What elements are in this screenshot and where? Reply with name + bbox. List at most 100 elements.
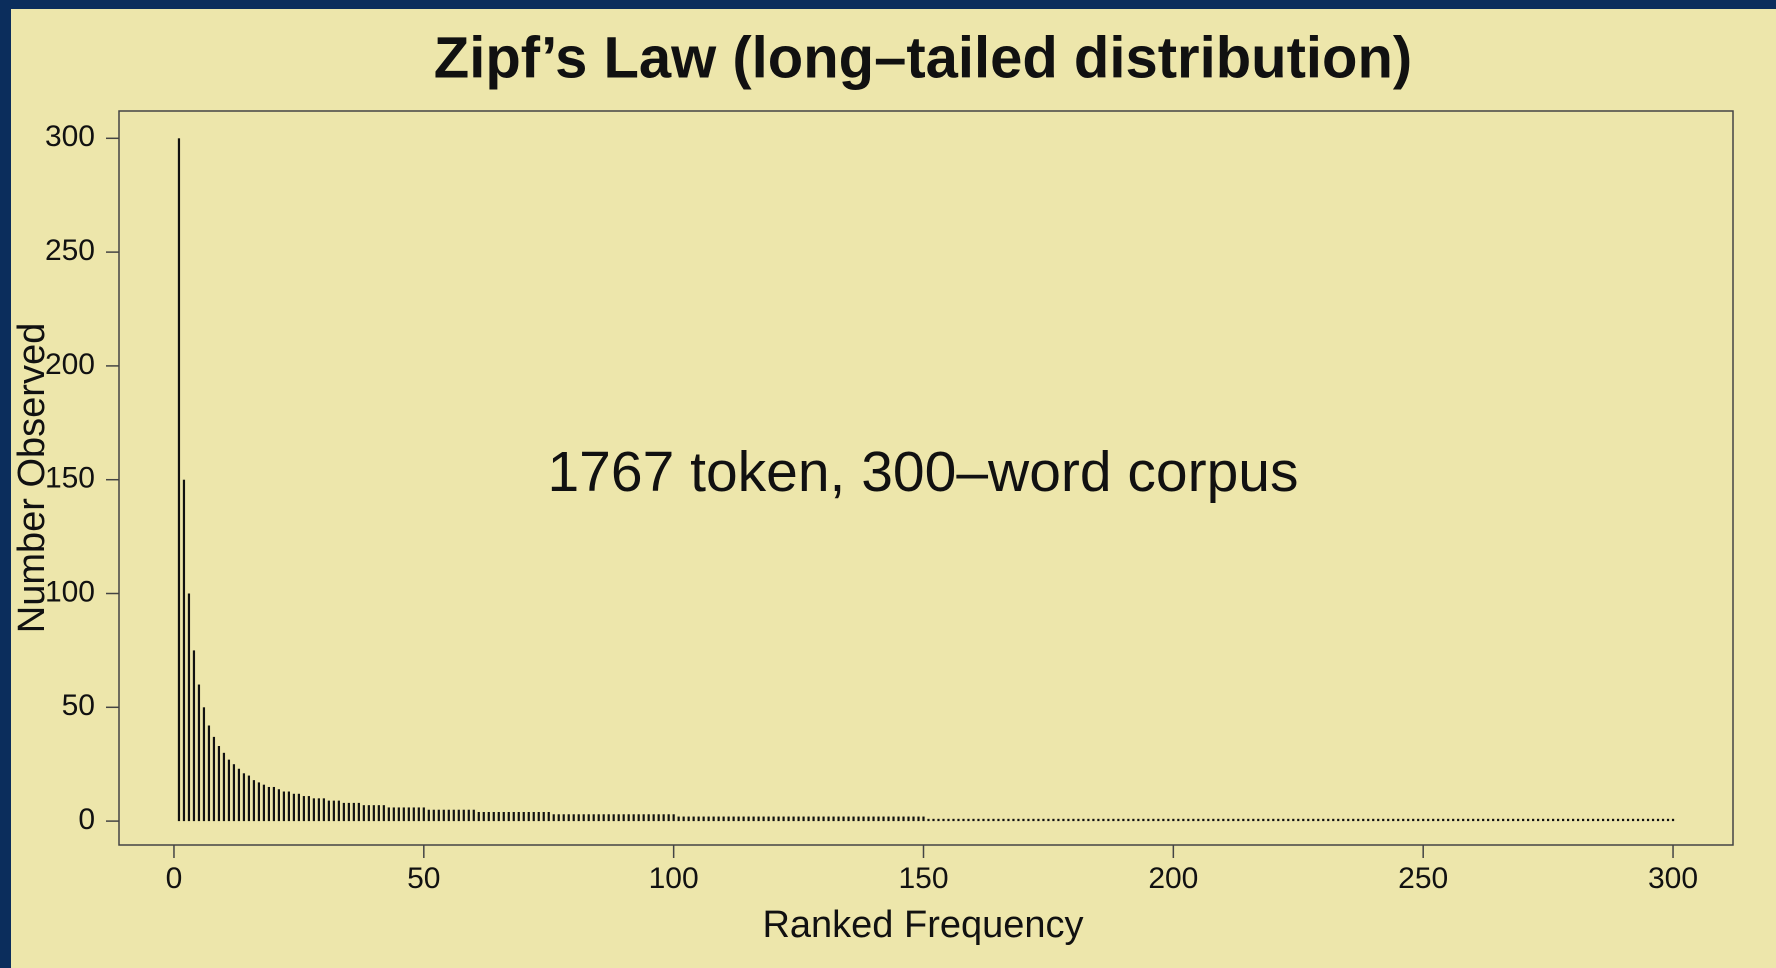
bar (512, 811, 515, 822)
bar (597, 814, 600, 822)
bar (1601, 818, 1605, 822)
bar (967, 818, 970, 822)
bar (492, 811, 495, 822)
bar (1606, 818, 1610, 822)
bar (1137, 818, 1140, 822)
bar (812, 816, 815, 822)
bar (1591, 818, 1595, 822)
bar (962, 818, 965, 822)
bar (692, 816, 695, 822)
bar (402, 807, 405, 822)
bar (1571, 818, 1575, 822)
bar (637, 814, 640, 822)
bar (1641, 818, 1645, 822)
bar (1547, 818, 1550, 822)
bar (1477, 818, 1480, 822)
bar (927, 818, 930, 822)
annotation: 1767 token, 300–word corpus (547, 440, 1298, 504)
bar (1631, 818, 1635, 822)
bar (1377, 818, 1380, 822)
y-tick-label: 300 (45, 120, 95, 153)
bar (242, 773, 246, 822)
bar (1447, 818, 1450, 822)
bar (417, 807, 420, 822)
x-tick-label: 300 (1648, 862, 1698, 895)
bar (1227, 818, 1230, 822)
bar (1567, 818, 1570, 822)
bar (757, 816, 760, 822)
bar (482, 811, 485, 822)
bar (207, 725, 211, 822)
bar (747, 816, 750, 822)
bar (462, 809, 465, 822)
bar (602, 814, 605, 822)
bar (272, 786, 276, 822)
bar (817, 816, 820, 822)
bar (1212, 818, 1215, 822)
bar (297, 793, 300, 822)
bar (982, 818, 985, 822)
bar (1651, 818, 1655, 822)
bar (697, 816, 700, 822)
bar (1072, 818, 1075, 822)
bar (282, 791, 285, 822)
bar (1302, 818, 1305, 822)
bar (657, 814, 660, 822)
bar (772, 816, 775, 822)
bar (937, 818, 940, 822)
bar (1162, 818, 1165, 822)
bar (1552, 818, 1555, 822)
slide-panel (11, 9, 1776, 968)
bar (1277, 818, 1280, 822)
bar (1576, 818, 1580, 822)
bar (1502, 818, 1505, 822)
bar (1562, 818, 1565, 822)
bar (547, 811, 550, 822)
bar (1542, 818, 1545, 822)
bar (357, 802, 360, 822)
bar (557, 814, 560, 822)
bar (872, 816, 875, 822)
bar (947, 818, 950, 822)
bar (727, 816, 730, 822)
bar (1467, 818, 1470, 822)
bar (447, 809, 450, 822)
bar (797, 816, 800, 822)
bar (1297, 818, 1300, 822)
bar (432, 809, 435, 822)
bar (887, 816, 890, 822)
bar (522, 811, 525, 822)
bar (467, 809, 470, 822)
bar (202, 707, 206, 822)
bar (592, 814, 595, 822)
bar (277, 789, 281, 822)
bar (1287, 818, 1290, 822)
bar (1646, 818, 1650, 822)
bar (742, 816, 745, 822)
bar (1517, 818, 1520, 822)
bar (647, 814, 650, 822)
bar (1342, 818, 1345, 822)
bar (707, 816, 710, 822)
bar (787, 816, 790, 822)
bar (1397, 818, 1400, 822)
bar (367, 805, 370, 822)
bar (1581, 818, 1585, 822)
bar (932, 818, 935, 822)
bar (992, 818, 995, 822)
bar (1611, 818, 1615, 822)
bar (617, 814, 620, 822)
bar (1402, 818, 1405, 822)
bar (682, 816, 685, 822)
bar (1037, 818, 1040, 822)
bar (842, 816, 845, 822)
bar (422, 807, 425, 822)
bar (262, 784, 266, 822)
bar (1362, 818, 1365, 822)
bar (307, 796, 310, 822)
bar (507, 811, 510, 822)
bar (1017, 818, 1020, 822)
bar (1557, 818, 1560, 822)
bar (1087, 818, 1090, 822)
bar (792, 816, 795, 822)
